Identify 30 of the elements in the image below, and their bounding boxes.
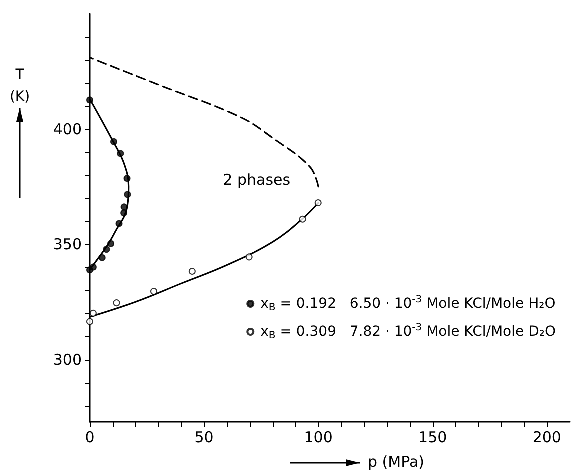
x-axis-title: p (MPa) (368, 453, 424, 471)
y-axis-title: T (K) (10, 67, 30, 105)
point (103, 246, 110, 254)
point (108, 240, 115, 248)
point (120, 210, 128, 217)
point (113, 300, 120, 307)
y-tick-label: 400 (53, 120, 82, 138)
x-tick-label: 200 (532, 428, 562, 446)
point (116, 220, 123, 228)
point (90, 310, 97, 317)
x-tick-label: 0 (85, 428, 95, 446)
point (117, 150, 124, 158)
point (86, 96, 94, 104)
point (124, 175, 131, 182)
y-tick-label: 350 (53, 236, 82, 254)
x-tick-label: 50 (194, 428, 214, 446)
annotation: 2 phases (223, 170, 291, 189)
point (98, 254, 106, 262)
point (150, 288, 158, 296)
y-tick-label: 300 (53, 350, 82, 369)
x-tick-label: 100 (304, 428, 333, 446)
point (299, 216, 306, 223)
point (246, 254, 253, 261)
point (120, 204, 128, 211)
point (124, 191, 132, 198)
point (188, 268, 196, 275)
x-tick-label: 150 (418, 428, 448, 446)
point (86, 318, 94, 326)
point (314, 200, 322, 207)
point (110, 138, 118, 146)
